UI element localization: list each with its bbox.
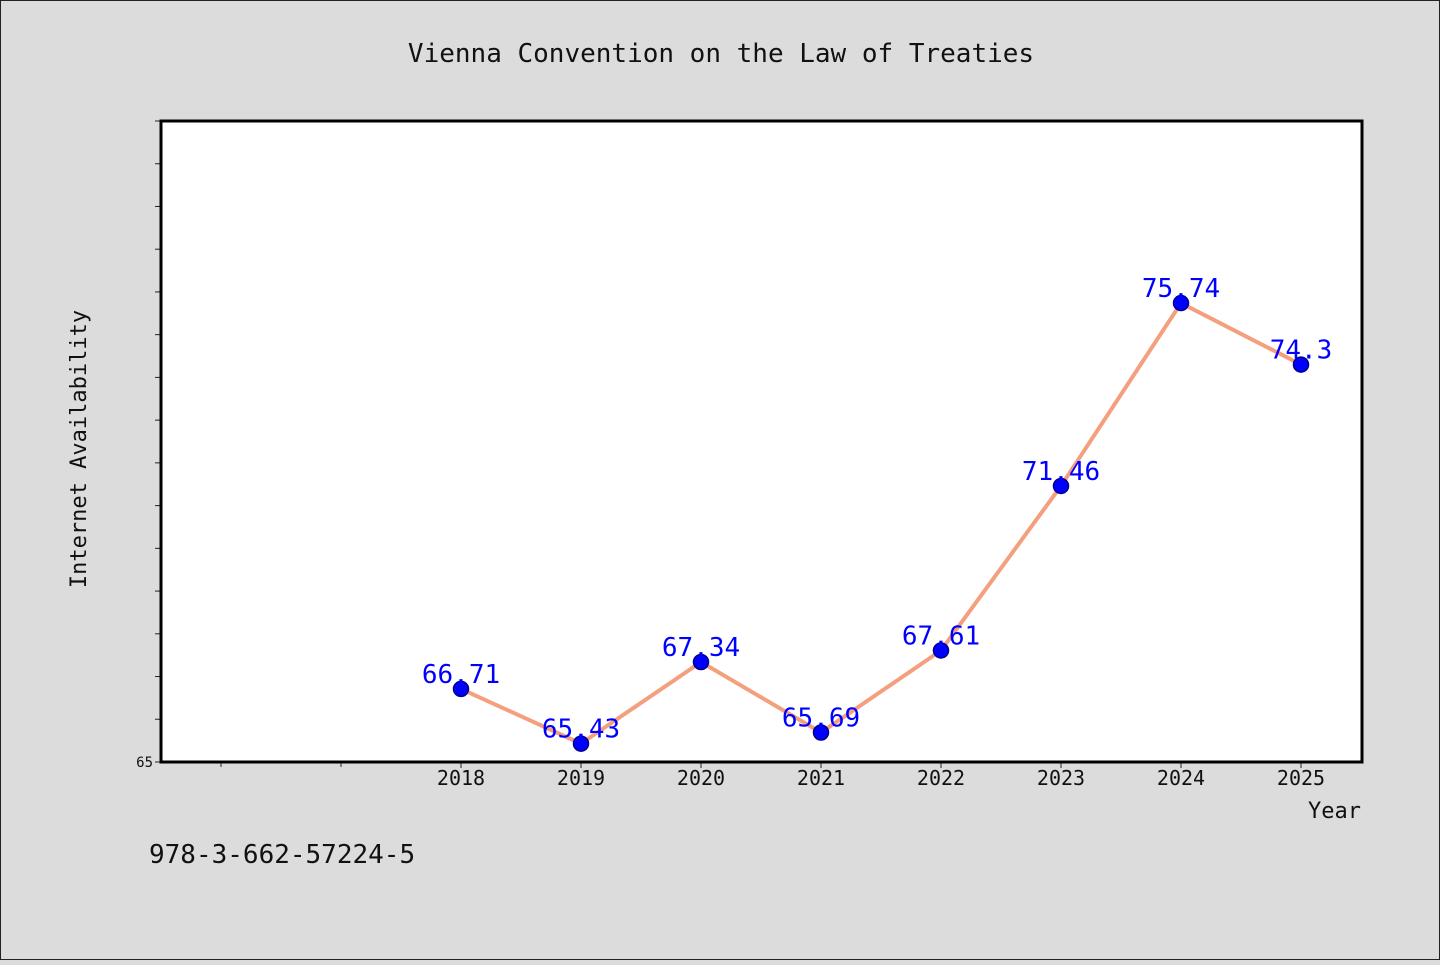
x-tick-label: 2021 <box>797 766 845 790</box>
series-layer: 66.71 65.43 67.34 65.69 67.61 71.46 75.74 74.3 <box>422 274 1333 752</box>
x-tick-label: 2024 <box>1157 766 1205 790</box>
plot-frame <box>159 119 1364 764</box>
data-point <box>572 735 590 752</box>
isbn-footer: 978-3-662-57224-5 <box>149 840 415 870</box>
x-tick-label: 2025 <box>1277 766 1325 790</box>
data-point <box>932 642 950 659</box>
y-axis-label: Internet Availability <box>67 310 92 588</box>
data-point <box>692 653 710 671</box>
y-tick-label: 65 <box>136 755 153 771</box>
x-axis-ticks: 2018 2019 2020 2021 2022 2023 2024 2025 <box>220 762 1325 790</box>
x-tick-label: 2020 <box>677 766 725 790</box>
series-line <box>459 301 1303 746</box>
plot-area <box>161 121 1362 762</box>
data-label: 74.3 <box>1270 336 1333 366</box>
data-label: 65.43 <box>542 715 620 745</box>
data-point <box>1052 477 1070 495</box>
x-tick-label: 2018 <box>437 766 485 790</box>
data-label: 71.46 <box>1022 457 1100 487</box>
data-point <box>1172 294 1190 312</box>
x-tick-label: 2023 <box>1037 766 1085 790</box>
data-point <box>812 724 830 741</box>
data-label: 67.61 <box>902 621 980 651</box>
x-tick-label: 2022 <box>917 766 965 790</box>
y-axis-ticks: 65 <box>136 120 161 771</box>
data-point <box>1292 356 1310 373</box>
data-label: 75.74 <box>1142 274 1220 304</box>
chart-title: Vienna Convention on the Law of Treaties <box>408 39 1034 69</box>
x-tick-label: 2019 <box>557 766 605 790</box>
data-point <box>452 680 470 698</box>
data-label: 65.69 <box>782 704 860 734</box>
x-axis-label: Year <box>1308 799 1361 824</box>
data-label: 66.71 <box>422 660 500 690</box>
data-label: 67.34 <box>662 633 740 663</box>
